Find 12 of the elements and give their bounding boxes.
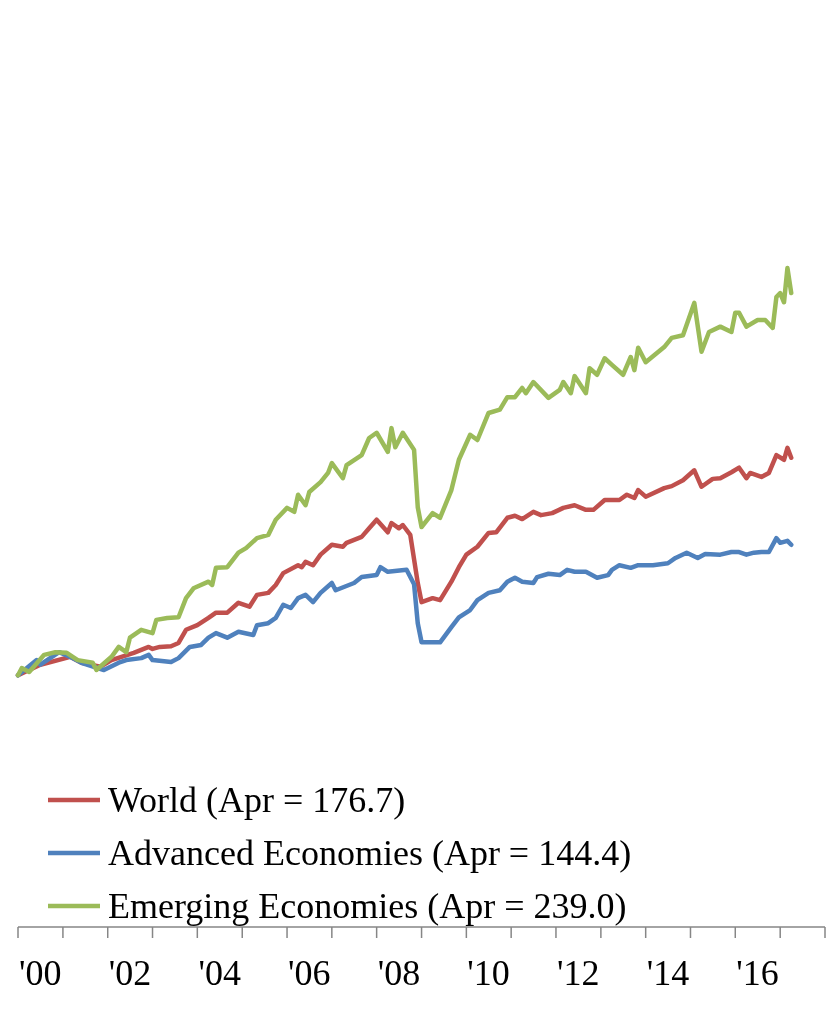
x-tick-label: '12	[557, 953, 600, 993]
x-tick-label: '04	[198, 953, 241, 993]
x-tick-label: '14	[646, 953, 690, 993]
legend-label: Advanced Economies (Apr = 144.4)	[108, 833, 632, 873]
legend-label: World (Apr = 176.7)	[108, 780, 406, 820]
legend-label: Emerging Economies (Apr = 239.0)	[108, 886, 627, 926]
x-tick-label: '00	[19, 953, 62, 993]
x-tick-label: '08	[377, 953, 421, 993]
x-tick-label: '02	[108, 953, 152, 993]
x-tick-label: '06	[288, 953, 331, 993]
x-tick-label: '10	[467, 953, 510, 993]
x-tick-label: '16	[736, 953, 779, 993]
